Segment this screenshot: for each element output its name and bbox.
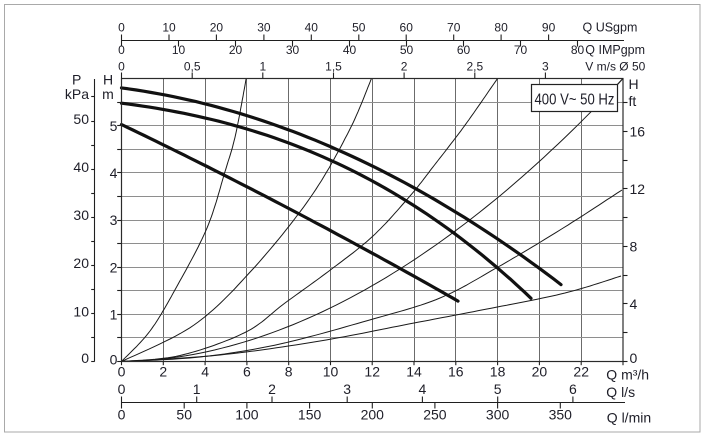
svg-text:0: 0: [118, 43, 125, 57]
svg-text:0: 0: [118, 364, 126, 380]
svg-text:Q m³/h: Q m³/h: [606, 367, 649, 383]
svg-text:60: 60: [400, 20, 414, 34]
svg-text:Q IMPgpm: Q IMPgpm: [585, 43, 645, 57]
svg-text:1: 1: [193, 381, 201, 397]
svg-text:6: 6: [243, 364, 251, 380]
svg-text:ft: ft: [629, 93, 637, 109]
svg-text:0: 0: [118, 407, 126, 423]
svg-text:16: 16: [448, 364, 464, 380]
svg-text:4: 4: [419, 381, 427, 397]
svg-text:50: 50: [176, 407, 192, 423]
svg-text:70: 70: [514, 43, 528, 57]
svg-text:20: 20: [210, 20, 224, 34]
svg-text:12: 12: [630, 181, 646, 197]
svg-text:2: 2: [110, 259, 118, 275]
svg-text:3: 3: [343, 381, 351, 397]
svg-text:4: 4: [630, 296, 638, 312]
svg-text:10: 10: [323, 364, 339, 380]
svg-text:250: 250: [423, 407, 447, 423]
svg-text:2,5: 2,5: [466, 60, 483, 74]
svg-text:150: 150: [298, 407, 322, 423]
svg-text:4: 4: [110, 165, 118, 181]
svg-text:30: 30: [286, 43, 300, 57]
svg-text:0: 0: [118, 60, 125, 74]
svg-text:300: 300: [486, 407, 510, 423]
svg-text:50: 50: [400, 43, 414, 57]
svg-text:80: 80: [571, 43, 585, 57]
svg-text:Q l/s: Q l/s: [606, 384, 635, 400]
svg-text:0: 0: [630, 350, 638, 366]
svg-text:30: 30: [257, 20, 271, 34]
svg-text:8: 8: [285, 364, 293, 380]
svg-text:0,5: 0,5: [184, 60, 201, 74]
svg-text:3: 3: [110, 212, 118, 228]
svg-text:0: 0: [118, 20, 125, 34]
svg-text:90: 90: [542, 20, 556, 34]
svg-text:14: 14: [406, 364, 422, 380]
svg-text:22: 22: [573, 364, 589, 380]
svg-text:kPa: kPa: [65, 86, 89, 102]
svg-text:2: 2: [159, 364, 167, 380]
svg-text:8: 8: [630, 239, 638, 255]
svg-text:40: 40: [305, 20, 319, 34]
svg-text:10: 10: [172, 43, 186, 57]
svg-text:30: 30: [73, 207, 89, 223]
svg-text:H: H: [103, 72, 113, 88]
svg-text:100: 100: [235, 407, 259, 423]
svg-text:P: P: [72, 72, 81, 88]
svg-text:350: 350: [549, 407, 573, 423]
svg-text:5: 5: [494, 381, 502, 397]
svg-text:16: 16: [630, 124, 646, 140]
svg-text:200: 200: [361, 407, 385, 423]
svg-text:0: 0: [110, 352, 118, 368]
svg-text:400 V~ 50 Hz: 400 V~ 50 Hz: [535, 92, 615, 109]
svg-text:2: 2: [401, 60, 408, 74]
svg-text:20: 20: [229, 43, 243, 57]
svg-text:Q l/min: Q l/min: [607, 409, 651, 425]
svg-text:40: 40: [73, 159, 89, 175]
svg-text:1: 1: [259, 60, 266, 74]
svg-text:18: 18: [490, 364, 506, 380]
svg-text:12: 12: [364, 364, 380, 380]
svg-text:m: m: [102, 86, 114, 102]
svg-text:H: H: [629, 76, 639, 92]
svg-text:10: 10: [73, 303, 89, 319]
svg-text:20: 20: [532, 364, 548, 380]
svg-text:60: 60: [457, 43, 471, 57]
svg-text:80: 80: [494, 20, 508, 34]
svg-text:10: 10: [162, 20, 176, 34]
svg-text:50: 50: [352, 20, 366, 34]
svg-text:0: 0: [81, 350, 89, 366]
svg-text:Q USgpm: Q USgpm: [583, 20, 638, 34]
svg-text:2: 2: [268, 381, 276, 397]
svg-text:4: 4: [201, 364, 209, 380]
svg-text:1: 1: [110, 306, 118, 322]
svg-text:V m/s Ø 50: V m/s Ø 50: [585, 60, 645, 74]
svg-text:6: 6: [569, 381, 577, 397]
svg-text:50: 50: [73, 111, 89, 127]
svg-text:1,5: 1,5: [325, 60, 342, 74]
svg-text:20: 20: [73, 255, 89, 271]
svg-text:5: 5: [110, 118, 118, 134]
svg-text:0: 0: [118, 381, 126, 397]
svg-text:40: 40: [343, 43, 357, 57]
svg-text:3: 3: [542, 60, 549, 74]
svg-text:70: 70: [447, 20, 461, 34]
